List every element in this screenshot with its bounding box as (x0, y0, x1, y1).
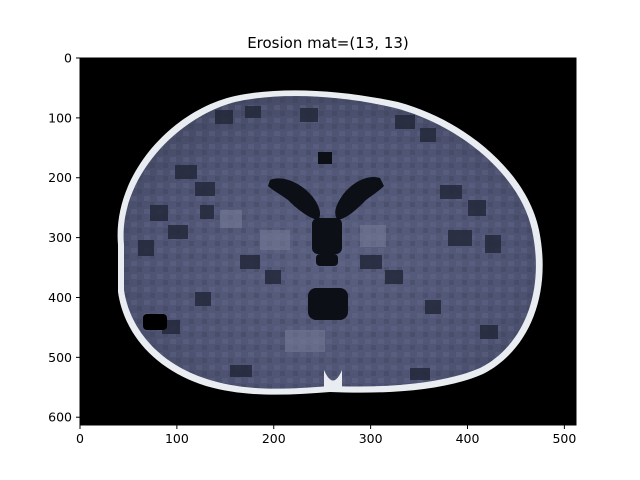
y-tick-label: 500 (48, 350, 72, 365)
y-tick-label: 0 (64, 51, 72, 66)
y-tick-label: 300 (48, 230, 72, 245)
axes-frame (79, 57, 577, 426)
x-tick-label: 200 (262, 431, 286, 446)
x-axis: 0 100 200 300 400 500 (76, 425, 576, 446)
x-tick-label: 500 (552, 431, 576, 446)
x-tick-label: 400 (456, 431, 480, 446)
x-tick-label: 300 (359, 431, 383, 446)
brain-tissue (123, 96, 536, 389)
eroded-spot (143, 314, 167, 330)
y-axis: 0 100 200 300 400 500 600 (48, 51, 80, 425)
x-tick-label: 100 (165, 431, 189, 446)
image-area (80, 58, 576, 425)
midline-notch (324, 370, 342, 392)
x-tick-label: 0 (76, 431, 84, 446)
y-tick-label: 600 (48, 410, 72, 425)
y-tick-label: 200 (48, 170, 72, 185)
chart-title: Erosion mat=(13, 13) (247, 34, 409, 52)
y-tick-label: 100 (48, 110, 72, 125)
y-tick-label: 400 (48, 290, 72, 305)
ventricles (268, 152, 384, 320)
